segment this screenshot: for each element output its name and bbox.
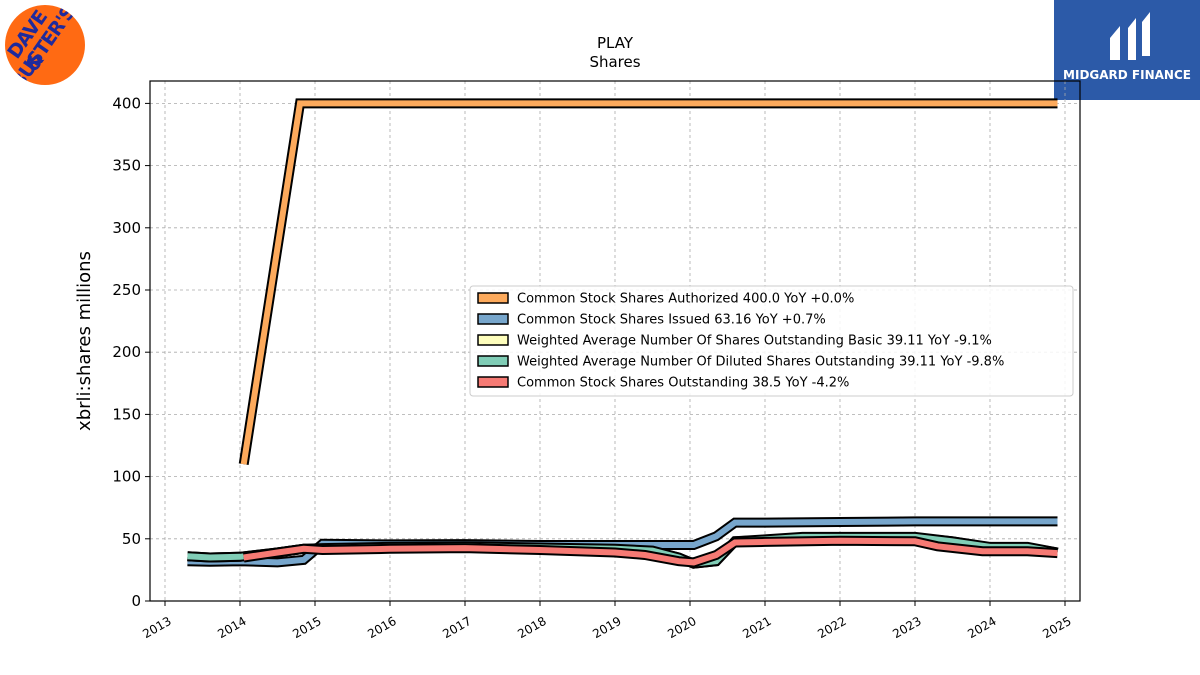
y-tick-label: 350 — [112, 157, 141, 175]
x-tick-label: 2024 — [965, 614, 998, 641]
y-tick-label: 0 — [131, 592, 141, 610]
legend-entry-label: Common Stock Shares Issued 63.16 YoY +0.… — [517, 313, 826, 328]
y-tick-label: 200 — [112, 343, 141, 361]
series-line — [240, 100, 1058, 465]
x-tick-label: 2021 — [740, 614, 773, 641]
legend-swatch — [477, 334, 509, 346]
legend-swatch — [477, 292, 509, 304]
brand-name: MIDGARD FINANCE — [1063, 68, 1191, 82]
y-tick-label: 300 — [112, 219, 141, 237]
series-layer — [187, 98, 1059, 569]
x-tick-label: 2020 — [665, 614, 698, 641]
y-tick-label: 50 — [122, 530, 141, 548]
brand-logo: MIDGARD FINANCE — [1054, 0, 1200, 100]
y-tick-label: 100 — [112, 468, 141, 486]
x-tick-label: 2022 — [815, 614, 848, 641]
x-tick-label: 2015 — [290, 614, 323, 641]
legend-box — [469, 285, 1074, 397]
legend-swatch — [477, 355, 509, 367]
company-logo: DAVE & BUSTER'S — [5, 5, 85, 85]
legend-swatch — [477, 376, 509, 388]
legend-entry-label: Weighted Average Number Of Diluted Share… — [517, 355, 1004, 370]
x-tick-label: 2019 — [590, 614, 623, 641]
chart-title: PLAY — [597, 34, 634, 52]
legend-entry-label: Common Stock Shares Authorized 400.0 YoY… — [517, 292, 854, 307]
x-tick-label: 2017 — [440, 614, 473, 641]
x-tick-label: 2014 — [215, 614, 248, 641]
x-tick-label: 2025 — [1040, 614, 1073, 641]
x-tick-label: 2013 — [140, 614, 173, 641]
legend-entry-label: Weighted Average Number Of Shares Outsta… — [517, 334, 992, 349]
legend-swatch — [477, 313, 509, 325]
chart-subtitle: Shares — [589, 53, 640, 71]
x-tick-label: 2023 — [890, 614, 923, 641]
brand-mark-icon — [1110, 12, 1150, 60]
x-tick-label: 2016 — [365, 614, 398, 641]
legend-entry-label: Common Stock Shares Outstanding 38.5 YoY… — [517, 376, 849, 391]
y-axis-label: xbrli:shares millions — [74, 251, 95, 431]
y-tick-label: 150 — [112, 405, 141, 423]
series-line-outline — [238, 98, 1058, 465]
x-tick-label: 2018 — [515, 614, 548, 641]
y-tick-label: 400 — [112, 94, 141, 112]
y-tick-label: 250 — [112, 281, 141, 299]
series-line — [243, 537, 1058, 566]
legend: Common Stock Shares Authorized 400.0 YoY… — [469, 285, 1074, 397]
